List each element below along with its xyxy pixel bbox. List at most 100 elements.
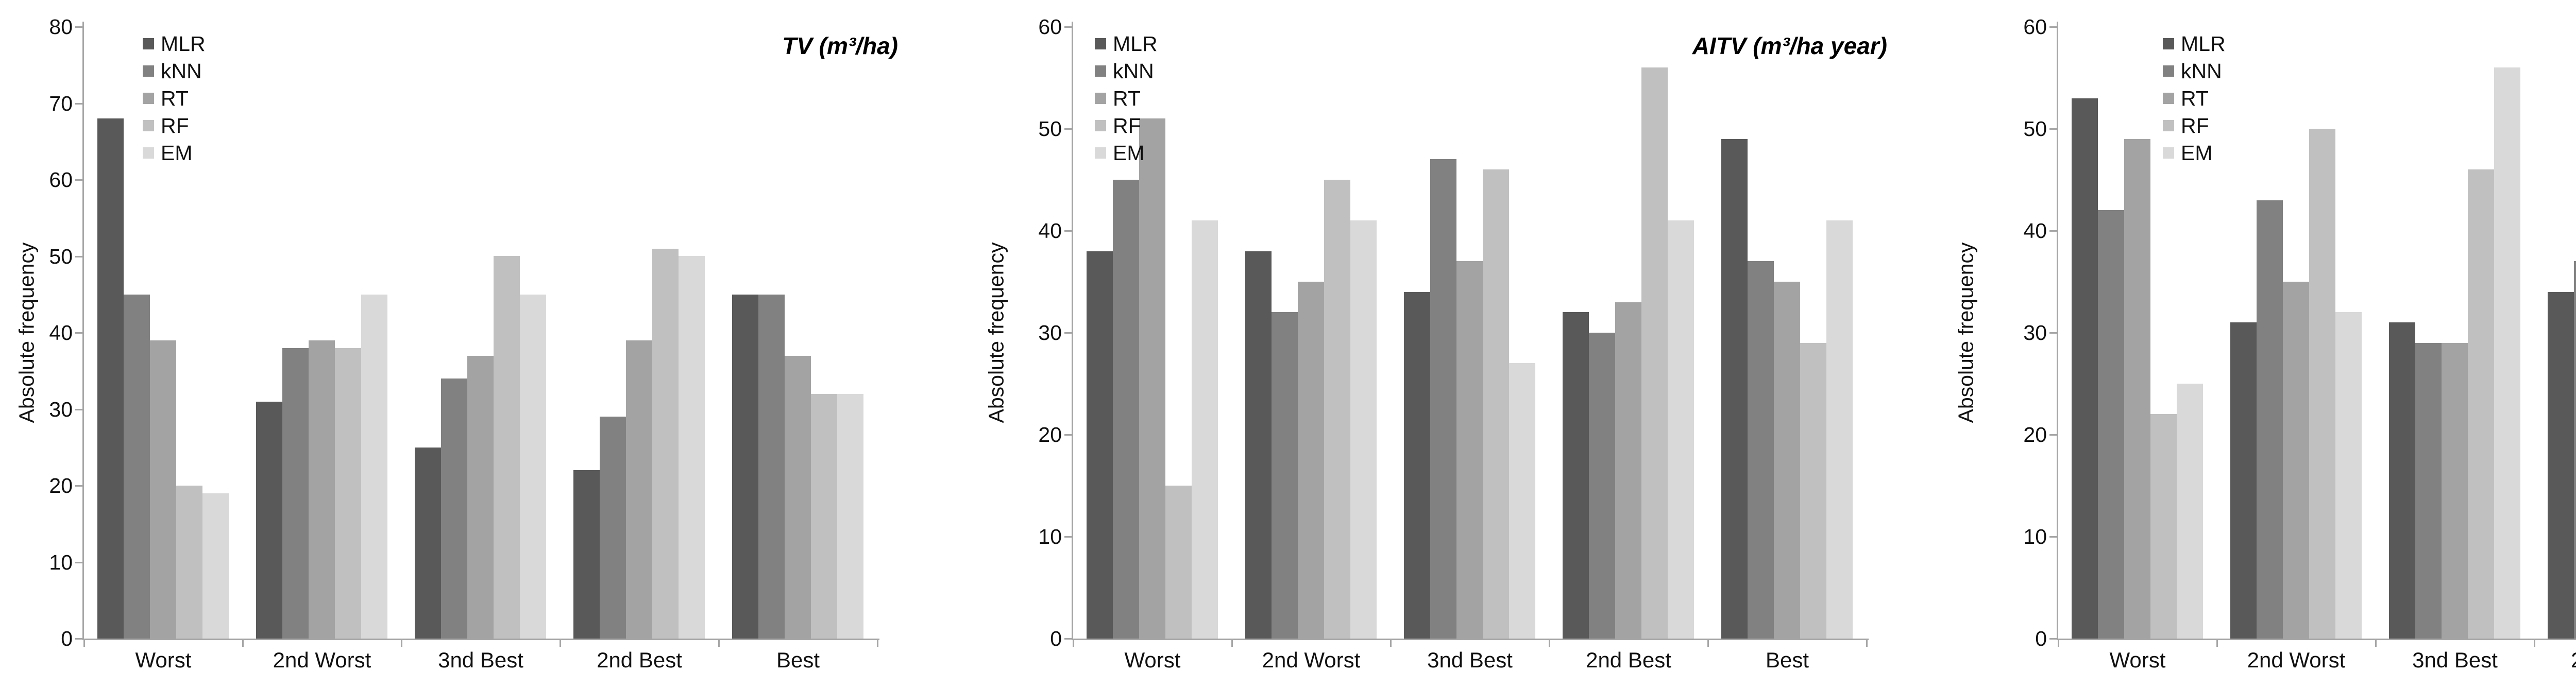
legend-swatch-icon <box>2163 92 2174 104</box>
bar <box>2574 261 2576 639</box>
y-tick-label: 0 <box>1050 627 1062 650</box>
bar <box>256 402 282 639</box>
y-tick-label: 40 <box>1038 219 1062 243</box>
x-category-label: 3nd Best <box>2412 648 2498 672</box>
x-tick-mark <box>560 640 561 647</box>
bar <box>97 118 124 639</box>
legend-label: RT <box>1113 86 1141 110</box>
x-axis-line <box>82 639 879 640</box>
legend-item: RF <box>1095 112 1158 139</box>
chart-panel-aitv: Absolute frequency AITV (m³/ha year) 0 10… <box>970 0 1939 688</box>
x-tick-mark <box>1390 640 1392 647</box>
bar <box>1826 220 1853 639</box>
legend-item: RT <box>2163 84 2226 112</box>
x-category-label: Best <box>776 648 820 672</box>
bar <box>2150 414 2177 639</box>
x-category-label: 3nd Best <box>438 648 523 672</box>
legend-swatch-icon <box>2163 38 2174 49</box>
x-tick-mark <box>877 640 878 647</box>
y-tick-mark <box>2049 536 2057 538</box>
bar <box>2309 129 2335 639</box>
y-axis-line <box>1072 22 1073 640</box>
y-tick-label: 60 <box>1038 15 1062 39</box>
bar <box>1509 363 1535 639</box>
y-axis-title: Absolute frequency <box>1954 242 1978 423</box>
y-tick-mark <box>2049 638 2057 640</box>
legend: MLR kNN RT RF EM <box>143 30 206 166</box>
y-tick-mark <box>2049 332 2057 334</box>
x-tick-mark <box>83 640 85 647</box>
bar <box>1404 292 1430 639</box>
bar <box>176 486 202 639</box>
legend-item: kNN <box>1095 57 1158 84</box>
bar <box>2468 169 2494 639</box>
legend-swatch-icon <box>2163 65 2174 77</box>
x-category-label: 3nd Best <box>1427 648 1513 672</box>
y-tick-label: 20 <box>1038 423 1062 446</box>
x-tick-mark <box>2534 640 2535 647</box>
chart-panel-tv: Absolute frequency TV (m³/ha) 0 10 20 30 40 5… <box>0 0 970 688</box>
x-tick-mark <box>242 640 244 647</box>
y-tick-label: 0 <box>61 627 73 650</box>
bar <box>282 348 309 639</box>
legend-label: MLR <box>1113 31 1158 56</box>
x-tick-mark <box>718 640 720 647</box>
bar <box>1456 261 1483 639</box>
bar <box>1800 343 1826 639</box>
y-tick-mark <box>1064 26 1072 28</box>
bar <box>679 256 705 639</box>
bar <box>1748 261 1774 639</box>
y-tick-label: 20 <box>2023 423 2047 446</box>
legend-label: RF <box>1113 113 1141 137</box>
legend-swatch-icon <box>143 65 154 77</box>
x-category-label: Worst <box>2109 648 2166 672</box>
legend-label: MLR <box>161 31 206 56</box>
legend-label: kNN <box>1113 59 1154 83</box>
y-tick-label: 10 <box>2023 525 2047 548</box>
y-tick-label: 60 <box>49 168 73 192</box>
legend-label: RF <box>2181 113 2209 137</box>
legend-label: RF <box>161 113 189 137</box>
x-tick-mark <box>2375 640 2377 647</box>
legend: MLR kNN RT RF EM <box>1095 30 1158 166</box>
x-category-label: Worst <box>135 648 192 672</box>
bar <box>1668 220 1694 639</box>
legend-swatch-icon <box>143 119 154 131</box>
bar <box>1245 251 1272 639</box>
y-tick-label: 20 <box>49 474 73 497</box>
x-category-label: Best <box>1765 648 1809 672</box>
bar <box>1192 220 1218 639</box>
y-tick-mark <box>1064 230 1072 232</box>
bar <box>2177 384 2203 639</box>
y-tick-mark <box>2049 26 2057 28</box>
bar <box>1641 67 1668 639</box>
legend-swatch-icon <box>1095 92 1106 104</box>
legend-label: kNN <box>2181 59 2222 83</box>
y-tick-label: 50 <box>49 244 73 268</box>
legend-label: RT <box>2181 86 2209 110</box>
y-tick-mark <box>75 638 82 640</box>
bar <box>811 394 837 639</box>
y-tick-label: 60 <box>2023 15 2047 39</box>
legend-swatch-icon <box>143 92 154 104</box>
panel-title: AITV (m³/ha year) <box>1692 32 1887 59</box>
x-category-label: 2nd Best <box>2534 647 2576 674</box>
bar <box>150 340 176 639</box>
x-tick-mark <box>1866 640 1868 647</box>
y-tick-mark <box>1064 434 1072 436</box>
chart-panel-agb: Absolute frequency AGB (t/ha) 0 10 20 30 40 5… <box>1939 0 2576 688</box>
y-tick-label: 30 <box>1038 321 1062 345</box>
y-tick-mark <box>75 179 82 181</box>
y-tick-label: 10 <box>49 550 73 574</box>
x-category-label: Worst <box>1124 648 1181 672</box>
bar <box>1430 159 1456 639</box>
y-tick-mark <box>75 332 82 334</box>
x-category-label: 2nd Best <box>597 648 682 672</box>
bar <box>2494 67 2520 639</box>
legend-swatch-icon <box>2163 119 2174 131</box>
bar <box>1324 180 1350 639</box>
bar <box>1298 282 1324 639</box>
y-tick-label: 70 <box>49 91 73 115</box>
y-tick-mark <box>1064 638 1072 640</box>
bar <box>1615 302 1641 639</box>
